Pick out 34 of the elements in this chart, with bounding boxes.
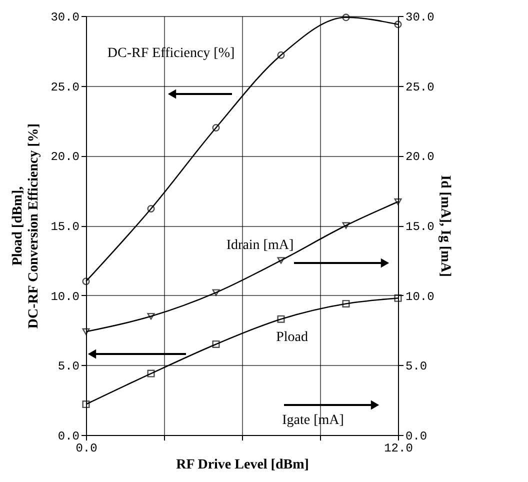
y-tick-label: 0.0 <box>58 430 80 444</box>
annotation: Pload <box>276 330 308 345</box>
point <box>342 14 350 22</box>
y-tick-label: 30.0 <box>50 10 80 24</box>
point <box>82 328 90 335</box>
point <box>342 300 350 308</box>
point <box>212 124 220 132</box>
point <box>277 257 285 264</box>
point <box>147 204 155 212</box>
point <box>212 340 220 348</box>
point <box>342 222 350 229</box>
point <box>147 312 155 320</box>
point <box>394 198 402 206</box>
y2-tick-label: 15.0 <box>406 220 434 234</box>
x-tick-label: 12.0 <box>384 442 413 456</box>
y2-tick-label: 0.0 <box>406 430 428 444</box>
y-axis-title: Pload [dBm], DC-RF Conversion Efficiency [%] <box>10 123 42 329</box>
y-tick-label: 15.0 <box>50 220 80 234</box>
y-tick-label: 20.0 <box>50 150 80 164</box>
y-tick-label: 10.0 <box>50 290 80 304</box>
y2-tick-label: 5.0 <box>406 360 428 374</box>
point <box>147 370 155 378</box>
y2-tick-label: 10.0 <box>406 290 434 304</box>
point <box>212 289 220 296</box>
point <box>277 315 285 323</box>
y2-tick-label: 25.0 <box>406 80 434 94</box>
y2-axis-title: Id [mA], Ig [mA] <box>437 175 452 277</box>
point <box>82 400 90 408</box>
y-tick-label: 5.0 <box>58 360 80 374</box>
x-axis-title: RF Drive Level [dBm] <box>176 458 309 472</box>
y-tick-label: 25.0 <box>50 80 80 94</box>
y2-tick-label: 30.0 <box>406 10 434 24</box>
y2-tick-label: 20.0 <box>406 150 434 164</box>
point <box>277 51 285 59</box>
